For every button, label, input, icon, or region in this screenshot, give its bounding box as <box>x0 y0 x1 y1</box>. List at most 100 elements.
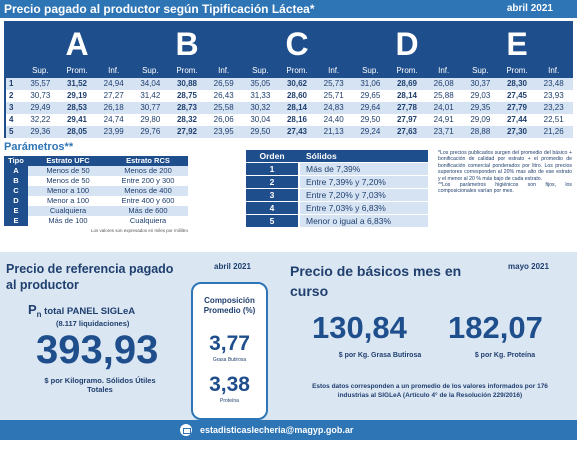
table-cell: 28,14 <box>286 103 307 112</box>
table-cell: 27,92 <box>176 127 197 136</box>
params-cell-ufc: Menos de 50 <box>46 176 90 185</box>
table-row: 4 32,22 29,41 24,74 29,80 28,32 26,06 30,04 28,1… <box>6 114 573 126</box>
fat-price-unit: $ por Kg. Grasa Butirosa <box>338 352 422 359</box>
params-cell-ufc: Menor a 100 <box>46 196 90 205</box>
table-cell: 27,78 <box>396 103 417 112</box>
basics-note: Estos datos corresponden a un promedio d… <box>312 383 548 399</box>
table-cell: 24,83 <box>323 103 344 112</box>
page-title: Precio pagado al productor según Tipific… <box>4 2 315 16</box>
table-cell: 21,26 <box>543 127 564 136</box>
column-header: Sup. <box>142 66 159 75</box>
table-cell: 35,57 <box>30 79 51 88</box>
basics-title: Precio de básicos mes en curso <box>290 263 462 299</box>
basics-date: mayo 2021 <box>508 262 549 271</box>
params-cell-tipo: E <box>4 216 28 226</box>
solids-row: 1 Más de 7,39% <box>246 163 428 175</box>
panel-p: P <box>28 302 37 317</box>
solids-row: 2 Entre 7,39% y 7,20% <box>246 176 428 188</box>
solids-range: Entre 7,20% y 7,03% <box>300 189 428 201</box>
params-row: A Menos de 50 Menos de 200 <box>4 166 188 176</box>
grade-letter: E <box>506 26 528 62</box>
row-index: 5 <box>9 127 14 136</box>
table-cell: 30,73 <box>30 91 51 100</box>
table-cell: 27,27 <box>103 91 124 100</box>
reference-title: Precio de referencia pagado al productor <box>6 262 174 292</box>
table-cell: 23,23 <box>543 103 564 112</box>
table-cell: 28,14 <box>396 91 417 100</box>
row-index: 3 <box>9 103 14 112</box>
contact-email[interactable]: estadisticaslecheria@magyp.gob.ar <box>200 425 354 435</box>
params-header-tipo: Tipo <box>8 156 24 165</box>
table-cell: 22,51 <box>543 115 564 124</box>
solids-range: Más de 7,39% <box>300 163 428 175</box>
solids-order: 1 <box>246 163 298 175</box>
protein-price: 182,07 <box>448 310 543 345</box>
table-cell: 34,04 <box>140 79 161 88</box>
column-header: Prom. <box>506 66 528 75</box>
table-cell: 30,77 <box>140 103 161 112</box>
table-cell: 30,37 <box>470 79 491 88</box>
column-header: Prom. <box>396 66 418 75</box>
table-cell: 32,22 <box>30 115 51 124</box>
solids-order: 4 <box>246 202 298 214</box>
table-cell: 23,93 <box>543 91 564 100</box>
table-cell: 29,03 <box>470 91 491 100</box>
table-cell: 29,36 <box>30 127 51 136</box>
fat-percent: 3,77 <box>209 332 250 355</box>
solids-row: 5 Menor o igual a 6,83% <box>246 215 428 227</box>
table-cell: 23,99 <box>103 127 124 136</box>
table-cell: 24,91 <box>433 115 454 124</box>
table-cell: 23,48 <box>543 79 564 88</box>
table-cell: 31,52 <box>66 79 87 88</box>
table-cell: 28,60 <box>286 91 307 100</box>
table-cell: 24,40 <box>323 115 344 124</box>
table-cell: 28,53 <box>66 103 87 112</box>
table-row: 1 35,57 31,52 24,94 34,04 30,88 26,59 35,05 30,6… <box>6 78 573 90</box>
summary-panel <box>0 252 577 420</box>
table-row: 5 29,36 28,05 23,99 29,76 27,92 23,95 29,50 27,4… <box>6 126 573 138</box>
column-header: Inf. <box>218 66 230 75</box>
table-cell: 30,88 <box>176 79 197 88</box>
params-row: E Más de 100 Cualquiera <box>4 216 188 226</box>
params-cell-ufc: Menor a 100 <box>46 186 90 195</box>
solids-row: 3 Entre 7,20% y 7,03% <box>246 189 428 201</box>
footnotes: *Los precios publicados surgen del prome… <box>438 150 572 195</box>
table-cell: 26,08 <box>433 79 454 88</box>
reference-unit: $ por Kilogramo. Sólidos Útiles Totales <box>44 376 156 394</box>
solids-row: 4 Entre 7,03% y 6,83% <box>246 202 428 214</box>
solids-header-row: Orden Sólidos <box>246 150 428 162</box>
table-cell: 27,63 <box>396 127 417 136</box>
fat-price: 130,84 <box>312 310 407 345</box>
params-row: B Menos de 50 Entre 200 y 300 <box>4 176 188 186</box>
panel-label-text: total PANEL SIGLeA <box>41 306 136 317</box>
protein-percent: 3,38 <box>209 373 250 396</box>
table-cell: 25,71 <box>323 91 344 100</box>
table-cell: 28,73 <box>176 103 197 112</box>
table-cell: 35,05 <box>250 79 271 88</box>
table-cell: 30,32 <box>250 103 271 112</box>
table-cell: 29,49 <box>30 103 51 112</box>
params-cell-rcs: Menos de 400 <box>124 186 172 195</box>
table-cell: 28,30 <box>506 79 527 88</box>
table-cell: 24,01 <box>433 103 454 112</box>
table-cell: 29,64 <box>360 103 381 112</box>
table-cell: 21,13 <box>323 127 344 136</box>
protein-label: Proteína <box>220 398 239 404</box>
grade-letter: D <box>395 26 419 62</box>
liquidaciones-count: (8.117 liquidaciones) <box>56 319 130 328</box>
table-cell: 29,41 <box>66 115 87 124</box>
table-cell: 27,45 <box>506 91 527 100</box>
solids-range: Menor o igual a 6,83% <box>300 215 428 227</box>
table-cell: 26,18 <box>103 103 124 112</box>
table-cell: 30,62 <box>286 79 307 88</box>
table-cell: 24,94 <box>103 79 124 88</box>
table-cell: 29,50 <box>250 127 271 136</box>
header-bar: Precio pagado al productor según Tipific… <box>0 0 577 18</box>
column-header: Prom. <box>286 66 308 75</box>
row-index: 2 <box>9 91 14 100</box>
table-cell: 29,80 <box>140 115 161 124</box>
table-cell: 27,97 <box>396 115 417 124</box>
params-cell-rcs: Entre 400 y 600 <box>121 196 175 205</box>
footnote-params: **Los parámetros higiénicos son fijos, l… <box>438 182 572 195</box>
params-row: E Cualquiera Más de 600 <box>4 206 188 216</box>
